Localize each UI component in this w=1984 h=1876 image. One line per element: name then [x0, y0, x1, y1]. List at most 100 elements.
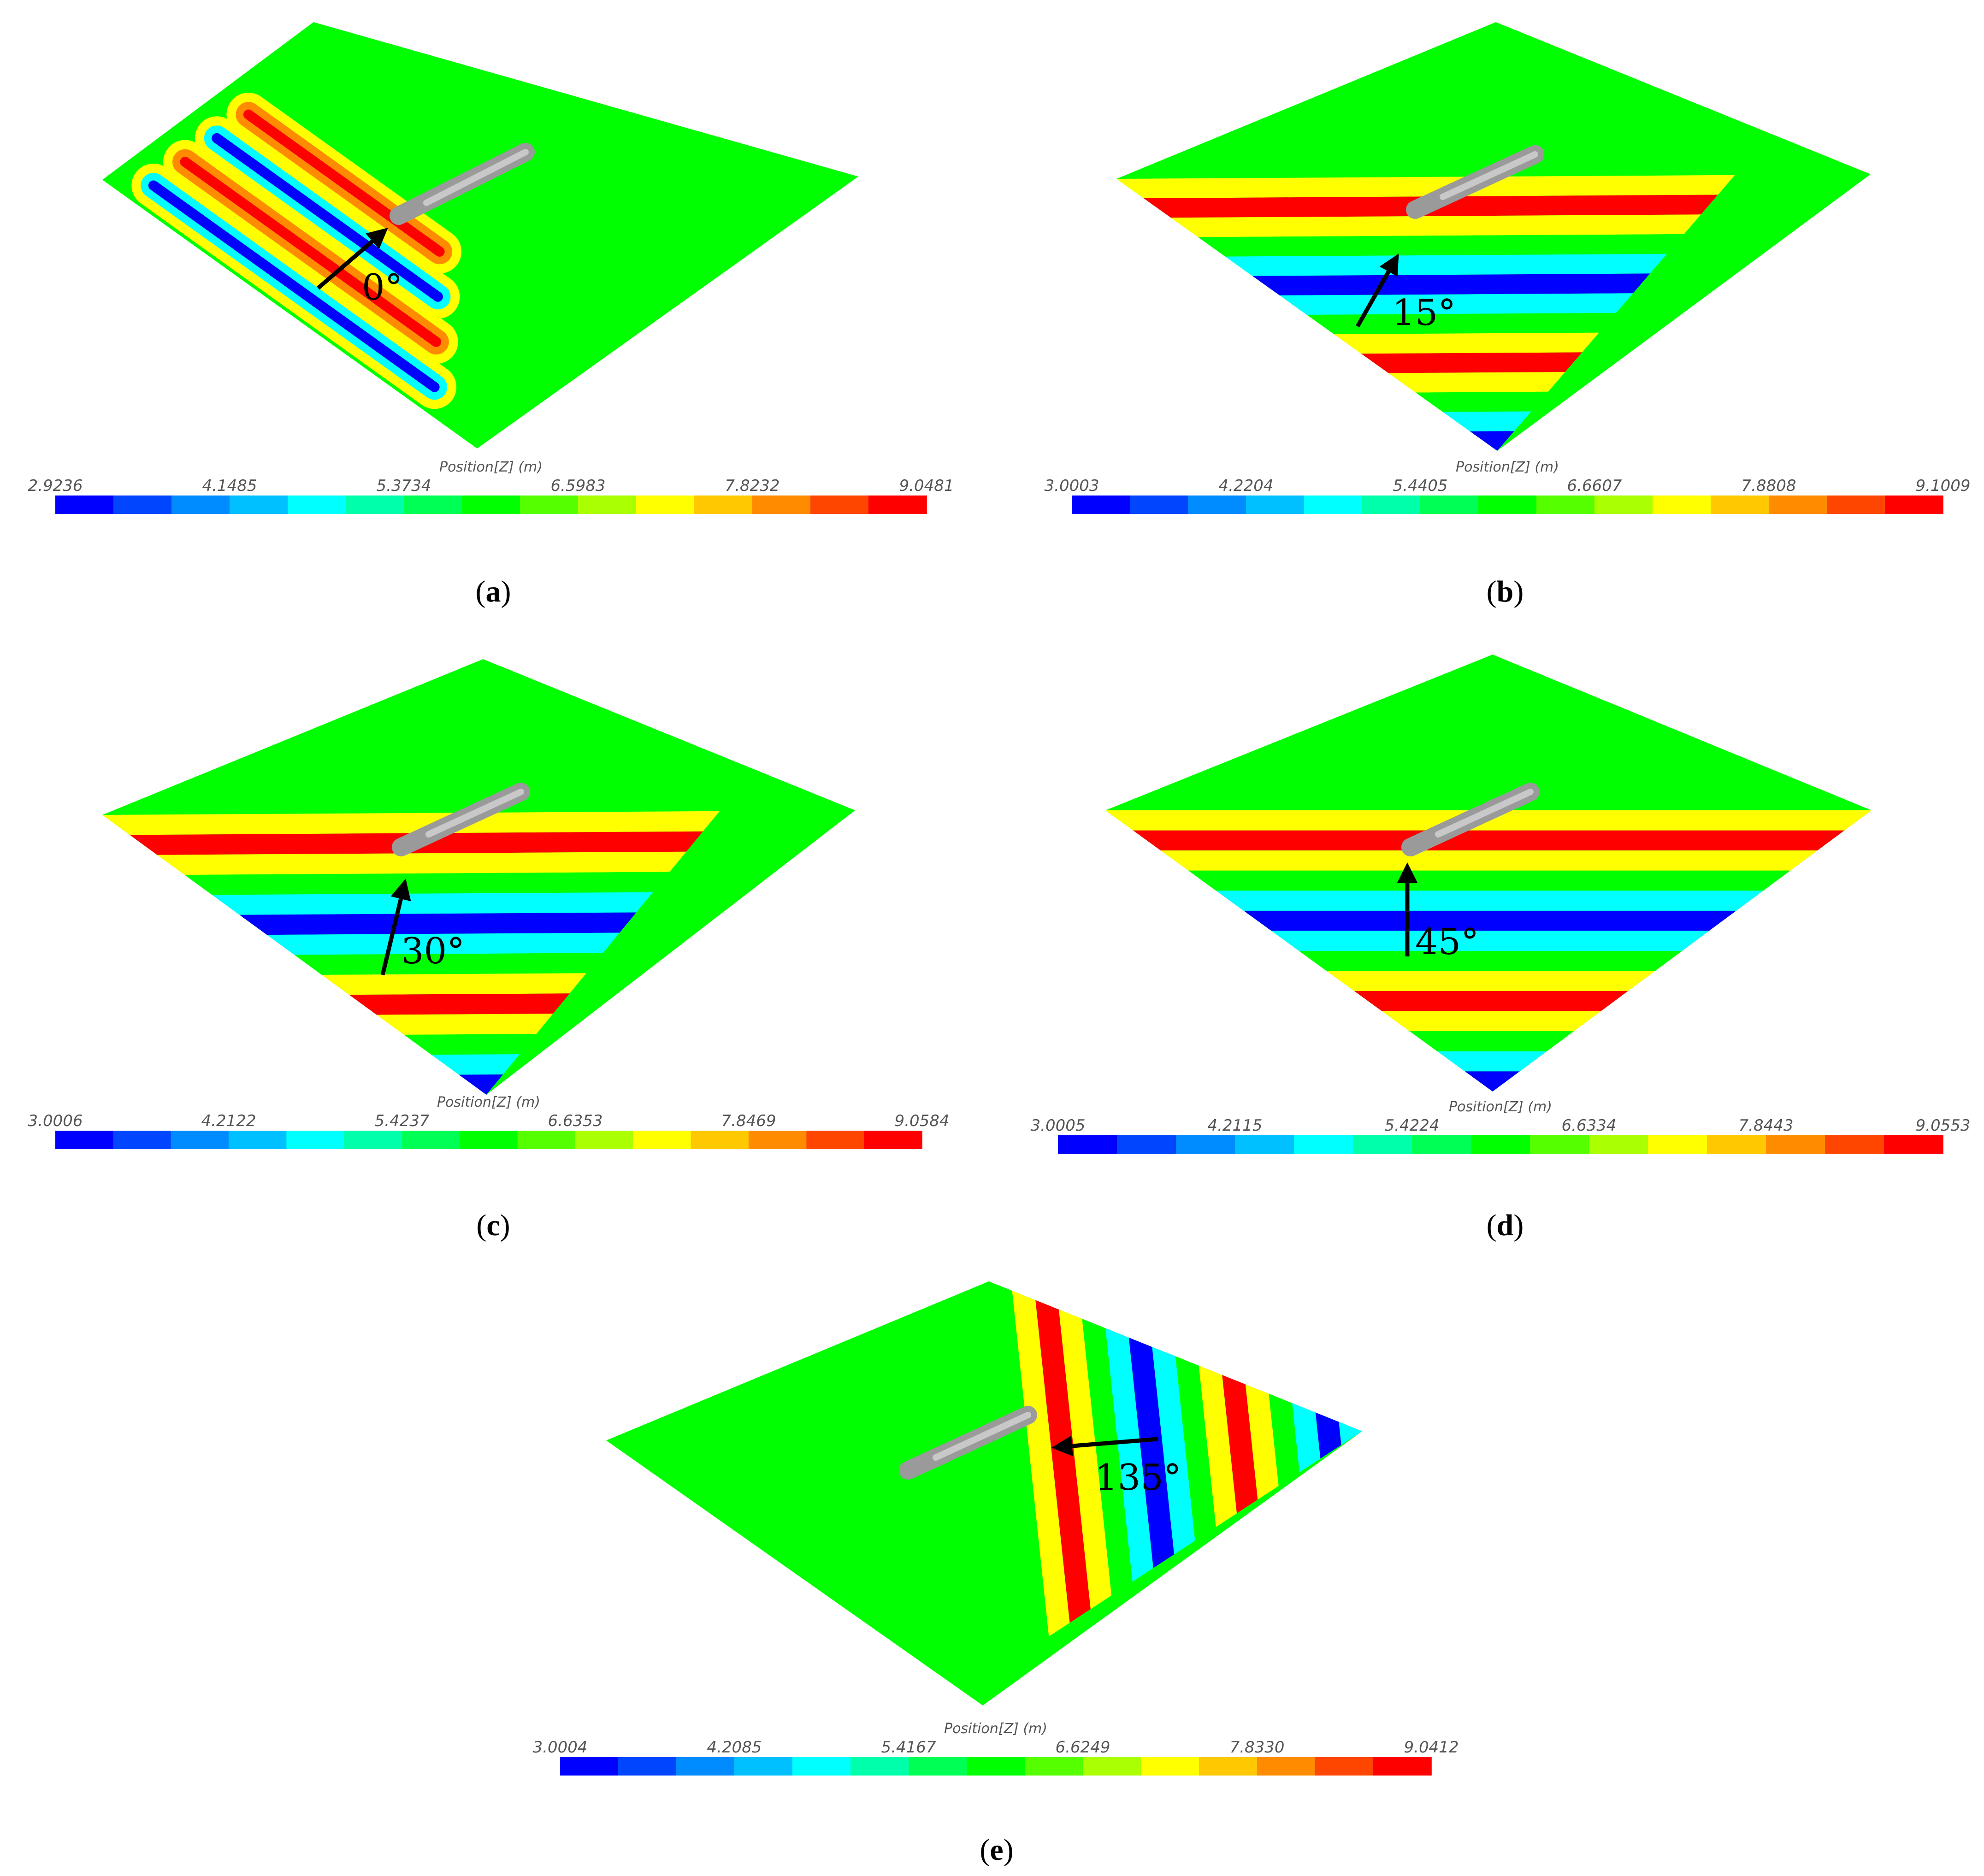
ship-hull [1401, 783, 1540, 856]
colorbar-title: Position[Z] (m) [1456, 459, 1559, 475]
colorbar-segment [1072, 496, 1130, 514]
wave-band [1410, 1031, 1574, 1051]
colorbar-title: Position[Z] (m) [437, 1094, 540, 1110]
caption-open-paren: ( [476, 1209, 486, 1242]
wave-direction-arrow [317, 228, 388, 290]
colorbar-tick-label: 9.1009 [1916, 477, 1971, 495]
ship-hull [390, 143, 535, 225]
wave-band [1292, 1403, 1321, 1473]
wave-band [1058, 1309, 1112, 1609]
colorbar-segment [1471, 1135, 1530, 1154]
panel-caption: (d) [1487, 1209, 1524, 1242]
wave-band [322, 973, 586, 995]
colorbar-tick-label: 5.4224 [1385, 1116, 1440, 1135]
colorbar-segment [560, 1757, 619, 1776]
colorbar-tick-label: 4.2115 [1208, 1116, 1263, 1135]
colorbar-segment [1885, 496, 1943, 514]
colorbar: Position[Z] (m) 3.0005 4.2115 5.4224 6.6334 7… [1031, 1099, 1970, 1154]
colorbar-segment [1294, 1135, 1353, 1154]
wave-band [1175, 1356, 1216, 1541]
wave-band-core [243, 109, 445, 257]
colorbar-segment [1653, 496, 1711, 514]
colorbar-segment [1707, 1135, 1766, 1154]
caption-letter: c [486, 1209, 500, 1242]
colorbar-segment [1589, 1135, 1648, 1154]
colorbar-tick-label: 5.4167 [881, 1738, 936, 1757]
wave-band [1245, 1384, 1279, 1500]
colorbar-tick-label: 5.4405 [1393, 477, 1448, 495]
wave-bands [1105, 810, 1872, 1091]
colorbar-segment [1478, 496, 1537, 514]
panel-d: 45° Position[Z] (m) 3.0005 4.2115 5.4224 6.63… [1031, 655, 1970, 1242]
colorbar-segment [462, 496, 520, 514]
caption-close-paren: ) [1513, 575, 1523, 608]
caption-open-paren: ( [1487, 1209, 1497, 1242]
wave-band [1280, 293, 1633, 315]
colorbar-segment [1235, 1135, 1294, 1154]
wave-angle-label: 45° [1415, 921, 1479, 963]
colorbar-segment [1530, 1135, 1589, 1154]
caption-letter: e [990, 1833, 1003, 1867]
colorbar-tick-label: 6.6334 [1562, 1116, 1617, 1135]
wave-band [1152, 1347, 1195, 1555]
colorbar-tick-label: 3.0006 [28, 1112, 83, 1130]
colorbar: Position[Z] (m) 3.0004 4.2085 5.4167 6.6249 7… [533, 1721, 1458, 1776]
panel-caption: (e) [980, 1833, 1013, 1867]
caption-close-paren: ) [500, 1209, 510, 1242]
colorbar-tick-label: 7.8330 [1230, 1738, 1285, 1757]
wave-band [267, 932, 620, 955]
colorbar-tick-label: 6.5983 [551, 477, 606, 495]
wave-band [1361, 352, 1582, 373]
panel-e: 135° Position[Z] (m) 3.0004 4.2085 5.4167 6.6… [533, 1281, 1458, 1867]
colorbar-segment [1257, 1757, 1316, 1776]
wave-band [212, 892, 653, 915]
wave-band [377, 1014, 553, 1035]
colorbar-tick-label: 3.0004 [533, 1738, 588, 1757]
colorbar-segment [286, 1131, 345, 1149]
wave-band [1133, 830, 1845, 851]
colorbar-tick-label: 5.4237 [375, 1112, 430, 1130]
wave-bands [131, 93, 462, 409]
colorbar-segment [734, 1757, 793, 1776]
colorbar-segment [1176, 1135, 1235, 1154]
wave-band-core [212, 133, 443, 302]
colorbar-segment [1648, 1135, 1707, 1154]
colorbar-segment [1025, 1757, 1083, 1776]
colorbar-segment [1315, 1757, 1374, 1776]
wave-angle-label: 15° [1392, 292, 1456, 334]
colorbar-segment [55, 1131, 114, 1149]
wave-band [1216, 891, 1764, 911]
colorbar-segment [520, 496, 579, 514]
colorbar-segment [404, 496, 462, 514]
colorbar-tick-label: 6.6607 [1567, 477, 1622, 495]
wave-band [184, 872, 670, 895]
wave-band [1269, 1393, 1300, 1486]
colorbar-tick-label: 7.8808 [1742, 477, 1796, 495]
colorbar-segment [113, 1131, 171, 1149]
wave-band [1443, 411, 1531, 431]
wave-band [1171, 214, 1701, 237]
wave-band [1327, 971, 1655, 991]
colorbar-segment [618, 1757, 677, 1776]
panel-caption: (a) [476, 575, 511, 608]
colorbar-tick-label: 4.1485 [202, 477, 257, 495]
colorbar-tick-label: 9.0584 [895, 1112, 950, 1130]
wave-band [1271, 931, 1709, 951]
colorbar-segment [1246, 496, 1305, 514]
colorbar-segment [864, 1131, 922, 1149]
colorbar-segment [749, 1131, 807, 1149]
wave-band [1188, 870, 1790, 891]
wave-band [1470, 431, 1514, 451]
colorbar-segment [633, 1131, 691, 1149]
colorbar-segment [517, 1131, 576, 1149]
colorbar-segment [460, 1131, 518, 1149]
colorbar-segment [1058, 1135, 1117, 1154]
wave-bands [1116, 175, 1735, 451]
colorbar: Position[Z] (m) 3.0003 4.2204 5.4405 6.6607 7… [1045, 459, 1971, 514]
colorbar-segment [55, 496, 114, 514]
wave-band [1161, 850, 1818, 871]
colorbar-segment [1117, 1135, 1176, 1154]
colorbar-segment [691, 1131, 749, 1149]
wave-band [1199, 1365, 1237, 1527]
wave-band [1035, 1300, 1091, 1623]
